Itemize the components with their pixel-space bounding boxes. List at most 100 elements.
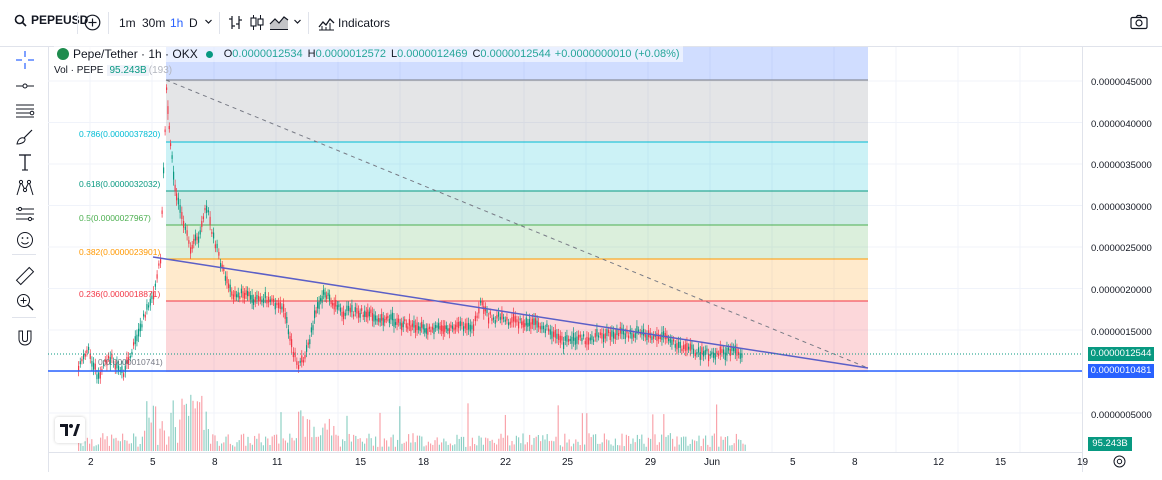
- chart-legend: Pepe/Tether · 1h · OKX O 0.0000012534 H 0.…: [54, 46, 683, 62]
- volume-bar: [168, 436, 170, 451]
- candle-body: [714, 353, 716, 360]
- volume-bar: [346, 415, 348, 451]
- interval-1m[interactable]: 1m: [119, 16, 136, 30]
- price-axis-label: 0.0000030000: [1091, 202, 1152, 213]
- candle-body: [669, 338, 671, 343]
- volume-bar: [205, 411, 207, 451]
- bars-style-button[interactable]: [228, 14, 244, 31]
- candle-body: [388, 318, 390, 324]
- volume-bar: [174, 427, 176, 451]
- candle-body: [268, 296, 270, 303]
- candle-body: [302, 360, 304, 363]
- volume-bar: [709, 446, 711, 451]
- text-tool[interactable]: [14, 151, 36, 173]
- volume-bar: [122, 433, 124, 451]
- candle-body: [524, 323, 526, 327]
- candle-body: [281, 306, 283, 310]
- candle-body: [364, 310, 366, 317]
- legend-high-key: H: [307, 48, 316, 60]
- volume-bar: [278, 443, 280, 451]
- fib-label-0618: 0.618(0.0000032032): [79, 179, 161, 189]
- volume-bar: [196, 401, 198, 451]
- volume-bar: [111, 434, 113, 451]
- candle-body: [164, 129, 166, 133]
- volume-bar: [744, 444, 746, 451]
- divider: [12, 317, 36, 318]
- indicators-button[interactable]: Indicators: [318, 14, 390, 31]
- interval-d[interactable]: D: [189, 16, 198, 30]
- candle-body: [434, 325, 437, 329]
- volume-bar: [553, 441, 555, 451]
- volume-bar: [317, 436, 319, 451]
- snapshot-button[interactable]: [1130, 14, 1148, 30]
- symbol-search[interactable]: PEPEUSD: [14, 13, 88, 27]
- candle-body: [244, 292, 246, 299]
- volume-bar: [190, 394, 192, 451]
- candle-body: [483, 306, 485, 314]
- volume-bar: [630, 443, 632, 451]
- candle-body: [143, 313, 145, 317]
- candle-body: [201, 220, 203, 228]
- volume-bar: [221, 443, 223, 451]
- ruler-tool[interactable]: [14, 265, 36, 287]
- candle-body: [294, 352, 296, 358]
- candle-body: [694, 353, 696, 357]
- candle-body: [724, 352, 726, 360]
- candle-body: [176, 193, 178, 201]
- volume-bar: [364, 443, 366, 451]
- candle-body: [481, 301, 483, 306]
- volume-bar: [447, 444, 449, 451]
- volume-bar: [397, 439, 399, 451]
- interval-30m[interactable]: 30m: [142, 16, 166, 30]
- add-symbol-button[interactable]: [84, 14, 101, 31]
- volume-bar: [654, 434, 656, 451]
- chart-settings-button[interactable]: [1113, 455, 1126, 473]
- interval-1h[interactable]: 1h: [170, 16, 184, 30]
- candle-body: [183, 221, 185, 228]
- volume-bar: [445, 441, 447, 451]
- volume-bar: [333, 425, 335, 451]
- volume-bar: [733, 443, 735, 451]
- volume-bar: [108, 445, 110, 451]
- volume-bar: [170, 412, 172, 451]
- candle-body: [663, 331, 665, 338]
- candle-body: [453, 327, 455, 331]
- volume-bar: [614, 438, 616, 451]
- volume-bar: [548, 441, 550, 451]
- candle-body: [251, 295, 253, 303]
- candle-body: [156, 274, 158, 279]
- interval-dropdown[interactable]: [204, 17, 213, 26]
- candle-body: [729, 349, 731, 356]
- tradingview-logo[interactable]: [55, 417, 85, 443]
- volume-bar: [273, 434, 275, 451]
- candle-body: [668, 338, 670, 342]
- pattern-tool[interactable]: [14, 177, 36, 199]
- candle-body: [320, 298, 322, 301]
- candle-body: [344, 312, 346, 316]
- brush-tool[interactable]: [14, 126, 36, 148]
- crosshair-tool[interactable]: [14, 49, 36, 71]
- chart-style-dropdown[interactable]: [293, 17, 302, 26]
- area-style-button[interactable]: [269, 14, 289, 31]
- measure-tool[interactable]: [14, 203, 36, 225]
- candle-body: [284, 312, 286, 319]
- volume-bar: [658, 442, 660, 451]
- chart-pane[interactable]: [48, 47, 1082, 472]
- emoji-tool[interactable]: [14, 229, 36, 251]
- candle-body: [184, 226, 186, 230]
- price-axis[interactable]: 0.0000045000 0.0000040000 0.0000035000 0…: [1082, 47, 1162, 472]
- candles-style-button[interactable]: [250, 14, 264, 31]
- legend-low-value: 0.0000012469: [397, 48, 468, 60]
- volume-bar: [245, 445, 247, 451]
- candle-body: [213, 232, 215, 239]
- candle-body: [706, 348, 708, 352]
- price-chart[interactable]: [48, 47, 1082, 472]
- trendline-tool[interactable]: [14, 75, 36, 97]
- volume-bar: [465, 446, 467, 451]
- volume-bar: [315, 436, 317, 451]
- volume-bar: [610, 444, 612, 451]
- candle-body: [708, 354, 710, 362]
- magnet-tool[interactable]: [14, 327, 36, 349]
- zoom-tool[interactable]: [14, 291, 36, 313]
- fib-tool[interactable]: [14, 100, 36, 122]
